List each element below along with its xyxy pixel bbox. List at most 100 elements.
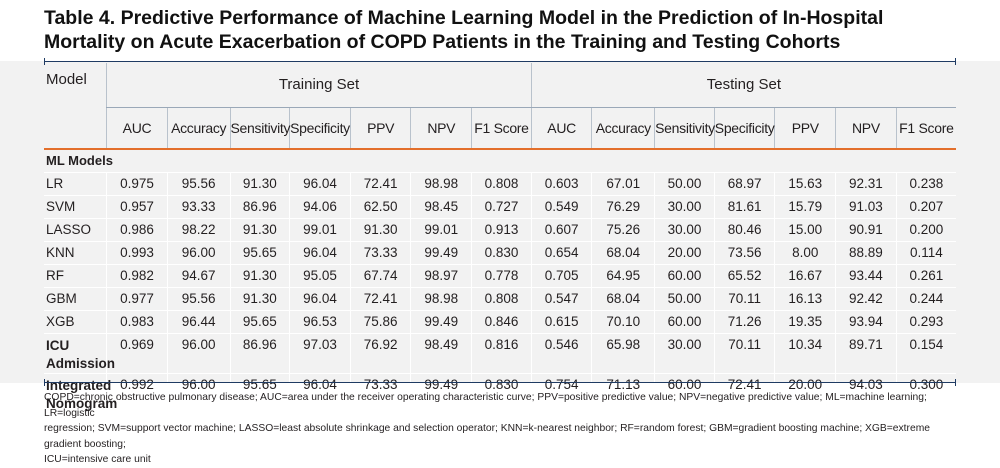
header-metric: NPV [410,107,472,150]
training-cell: 86.96 [229,195,290,219]
training-cell: 91.30 [349,218,411,242]
header-row-metrics: AUC Accuracy Sensitivity Specificity PPV… [44,107,956,150]
training-cell: 91.30 [229,218,290,242]
row-model-name-line-2: Admission [46,355,116,371]
testing-cell: 92.31 [835,172,897,196]
header-metric: AUC [106,107,168,150]
header-metric: AUC [530,107,592,150]
training-cell: 96.04 [289,241,351,265]
testing-cell: 80.46 [713,218,775,242]
training-cell: 95.05 [289,264,351,288]
testing-cell: 0.754 [530,373,592,414]
row-model-name: ICU Admission [44,333,116,374]
testing-cell: 0.207 [895,195,956,219]
testing-cell: 10.34 [774,333,836,374]
row-model-name: Integrated Nomogram [44,373,118,414]
training-cell: 0.992 [106,373,168,414]
testing-cell: 0.238 [895,172,956,196]
training-cell: 0.993 [106,241,168,265]
training-cell: 96.04 [289,287,351,311]
training-cell: 0.816 [471,333,532,374]
footnote-line-3: ICU=intensive care unit [44,454,151,465]
row-model-name-line-2: Nomogram [46,395,118,411]
header-model-spacer [44,107,107,150]
training-cell: 91.30 [229,264,290,288]
training-cell: 0.982 [106,264,168,288]
testing-cell: 20.00 [654,241,715,265]
table-row: GBM 0.977 95.56 91.30 96.04 72.41 98.98 0.808 0.… [44,287,956,311]
testing-cell: 16.13 [774,287,836,311]
training-cell: 73.33 [349,373,411,414]
table-footnote: COPD=chronic obstructive pulmonary disea… [44,390,969,468]
testing-cell: 65.52 [713,264,775,288]
header-metric: PPV [774,107,836,150]
table-row: ICU Admission 0.969 96.00 86.96 97.03 76.92 98.… [44,333,956,374]
training-cell: 99.01 [410,218,472,242]
training-cell: 99.49 [410,241,472,265]
row-model-name: LR [44,172,107,196]
bottom-rule [44,379,956,386]
footnote-line-2: regression; SVM=support vector machine; … [44,423,930,450]
training-cell: 0.830 [471,373,532,414]
training-cell: 0.830 [471,241,532,265]
training-cell: 96.44 [166,310,230,334]
testing-cell: 94.03 [835,373,897,414]
testing-cell: 15.00 [774,218,836,242]
testing-cell: 0.200 [895,218,956,242]
header-metric: NPV [835,107,897,150]
table-row: RF 0.982 94.67 91.30 95.05 67.74 98.97 0.778 0.7… [44,264,956,288]
testing-cell: 30.00 [654,195,715,219]
training-cell: 99.01 [289,218,351,242]
performance-table: Model Training Set Testing Set AUC Accur… [44,63,956,414]
header-training-set: Training Set [106,63,532,108]
training-cell: 95.65 [229,373,290,414]
testing-cell: 19.35 [774,310,836,334]
section-row-ml-models: ML Models [44,148,956,173]
testing-cell: 76.29 [591,195,655,219]
testing-cell: 67.01 [591,172,655,196]
training-cell: 0.808 [471,172,532,196]
training-cell: 91.30 [229,172,290,196]
training-cell: 94.67 [166,264,230,288]
row-model-name: GBM [44,287,107,311]
testing-cell: 93.94 [835,310,897,334]
testing-cell: 0.549 [530,195,592,219]
testing-cell: 0.293 [895,310,956,334]
testing-cell: 92.42 [835,287,897,311]
training-cell: 96.00 [166,241,230,265]
training-cell: 95.65 [229,310,290,334]
testing-cell: 15.63 [774,172,836,196]
testing-cell: 90.91 [835,218,897,242]
training-cell: 98.22 [166,218,230,242]
testing-cell: 0.154 [895,333,956,374]
testing-cell: 20.00 [774,373,836,414]
training-cell: 0.913 [471,218,532,242]
testing-cell: 75.26 [591,218,655,242]
training-cell: 76.92 [349,333,411,374]
testing-cell: 0.654 [530,241,592,265]
testing-cell: 91.03 [835,195,897,219]
testing-cell: 68.04 [591,241,655,265]
row-model-name-line-1: Integrated [46,377,112,393]
header-metric: Sensitivity [654,107,715,150]
training-cell: 62.50 [349,195,411,219]
training-cell: 98.45 [410,195,472,219]
training-cell: 96.00 [166,333,230,374]
training-cell: 95.56 [166,287,230,311]
table-row: LASSO 0.986 98.22 91.30 99.01 91.30 99.01 0.913… [44,218,956,242]
testing-cell: 30.00 [654,333,715,374]
header-metric: F1 Score [895,107,956,150]
table-row: LR 0.975 95.56 91.30 96.04 72.41 98.98 0.808 0.6… [44,172,956,196]
testing-cell: 89.71 [835,333,897,374]
testing-cell: 0.547 [530,287,592,311]
header-row-main: Model Training Set Testing Set [44,63,956,108]
testing-cell: 88.89 [835,241,897,265]
training-cell: 97.03 [289,333,351,374]
training-cell: 0.727 [471,195,532,219]
testing-cell: 60.00 [654,373,715,414]
testing-cell: 65.98 [591,333,655,374]
row-model-name-line-1: ICU [46,337,70,353]
training-cell: 96.04 [289,172,351,196]
training-cell: 93.33 [166,195,230,219]
training-cell: 86.96 [229,333,290,374]
